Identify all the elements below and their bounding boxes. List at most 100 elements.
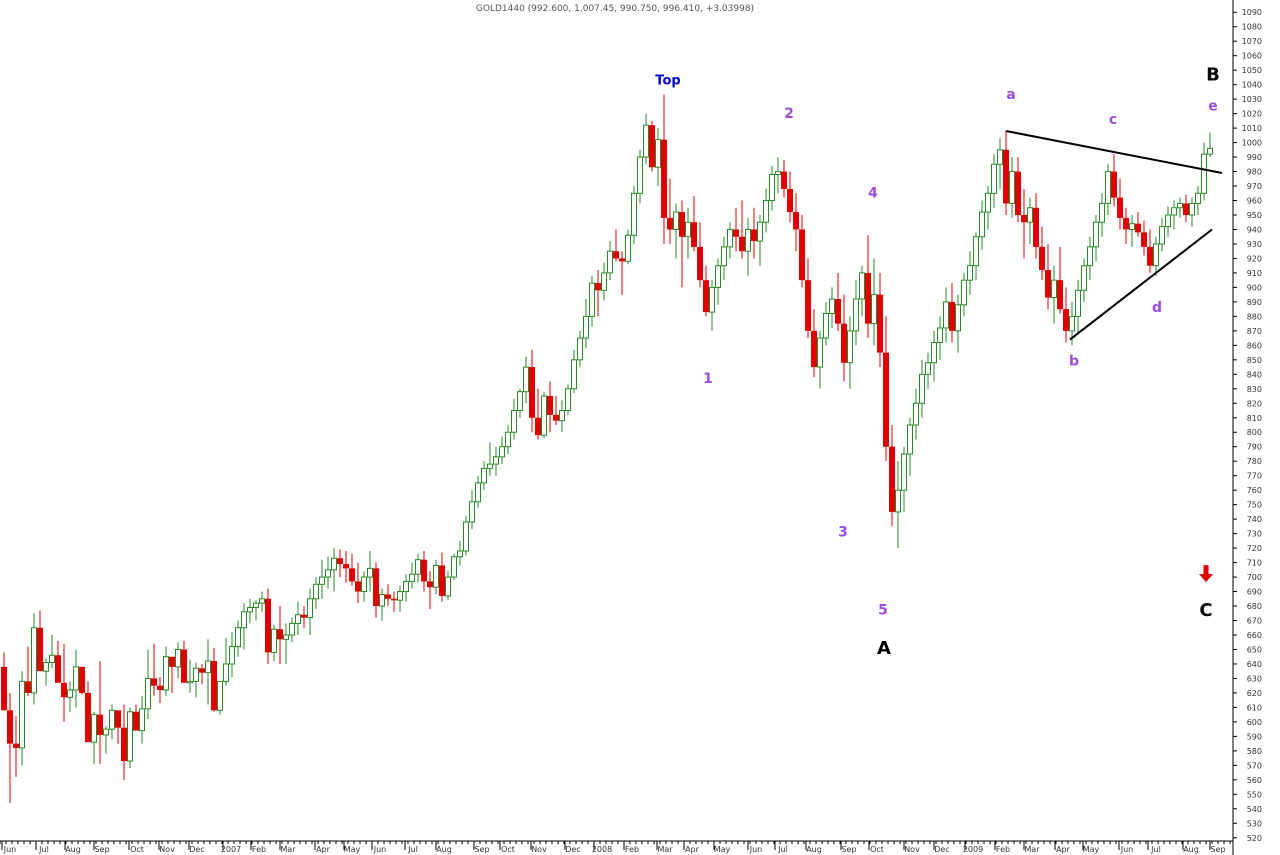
candle-up [193,662,199,698]
y-tick-label: 540 [1247,805,1262,814]
candle-up [319,559,325,599]
candle-up [493,446,499,476]
candle-body [727,228,733,248]
x-tick-label: May [1083,845,1100,854]
candle-down [157,677,163,704]
candle-down [181,640,187,683]
candle-body [781,171,787,189]
candle-down [7,692,13,803]
candle-up [685,207,691,259]
candle-down [877,272,883,368]
x-tick-label: Nov [904,845,920,854]
candle-body [559,410,565,422]
candle-up [1177,197,1183,218]
x-tick-label: Sep [474,845,489,854]
y-tick-label: 680 [1247,602,1262,611]
candle-up [871,258,877,346]
candle-body [367,567,373,578]
candle-down [949,283,955,343]
candle-body [589,282,595,317]
candle-up [415,553,421,583]
candle-body [1099,202,1105,223]
candle-body [73,666,79,691]
candle-up [205,639,211,705]
candle-up [655,128,661,187]
candle-up [985,186,991,230]
candle-down [1063,287,1069,343]
candle-up [253,600,259,621]
x-tick-label: Jun [1120,845,1134,854]
x-tick-label: Mar [280,845,296,854]
candle-body [463,521,469,552]
candle-down [751,207,757,259]
x-axis: Jun Jul Aug Sep Oct Nov Dec 2007 Feb Mar Apr May Jun… [0,841,1231,854]
candle-body [853,298,859,332]
y-axis: 520 530 540 550 560 570 580 590 600 610 620 630 640 6… [1233,8,1262,843]
candle-up [967,251,973,295]
wave-label: B [1206,64,1220,85]
candle-body [673,211,679,230]
candle-up [517,388,523,418]
wave-label: C [1199,600,1212,621]
candle-body [385,594,391,599]
x-tick-label: Mar [1024,845,1040,854]
y-tick-label: 650 [1247,645,1262,654]
candle-up [367,551,373,592]
candle-down [211,648,217,712]
y-tick-label: 670 [1247,617,1262,626]
candle-up [721,236,727,281]
candle-down [1039,226,1045,281]
x-tick-label: Feb [252,845,266,854]
candle-body [823,312,829,339]
candle-body [409,573,415,582]
candle-up [817,330,823,389]
candle-up [1189,197,1195,227]
candle-down [385,584,391,607]
candle-down [691,196,697,252]
x-tick-label: May [714,845,731,854]
candle-up [49,635,55,669]
candle-up [631,186,637,244]
candle-body [751,229,757,242]
candle-body [1081,265,1087,291]
candle-down [373,562,379,618]
candle-up [481,461,487,491]
candle-down [1045,243,1051,310]
candle-down [343,551,349,583]
y-tick-label: 600 [1247,718,1262,727]
candle-down [151,643,157,696]
candle-body [1057,280,1063,310]
wave-label: d [1152,300,1162,316]
x-tick-label: Apr [685,845,700,854]
candle-up [583,299,589,349]
candle-down [85,681,91,743]
candle-body [847,330,853,364]
y-tick-label: 910 [1247,269,1262,278]
y-tick-label: 660 [1247,631,1262,640]
candle-up [247,598,253,624]
candle-body [811,330,817,368]
candle-up [103,726,109,754]
candle-body [481,467,487,484]
candle-body [601,272,607,291]
candle-body [1129,223,1135,230]
candle-down [703,265,709,317]
candle-body [49,654,55,664]
candle-up [1195,186,1201,215]
y-tick-label: 980 [1247,168,1262,177]
candle-down [793,193,799,252]
candle-body [973,236,979,267]
candle-up [31,613,37,705]
y-tick-label: 740 [1247,515,1262,524]
y-tick-label: 1040 [1242,81,1262,90]
candle-body [97,714,103,735]
candle-body [829,298,835,314]
y-tick-label: 790 [1247,443,1262,452]
candle-down [889,425,895,527]
candle-body [19,680,25,749]
candle-body [709,286,715,313]
candle-up [571,349,577,394]
candle-body [1051,279,1057,299]
candle-body [547,396,553,415]
x-tick-label: Oct [870,845,884,854]
